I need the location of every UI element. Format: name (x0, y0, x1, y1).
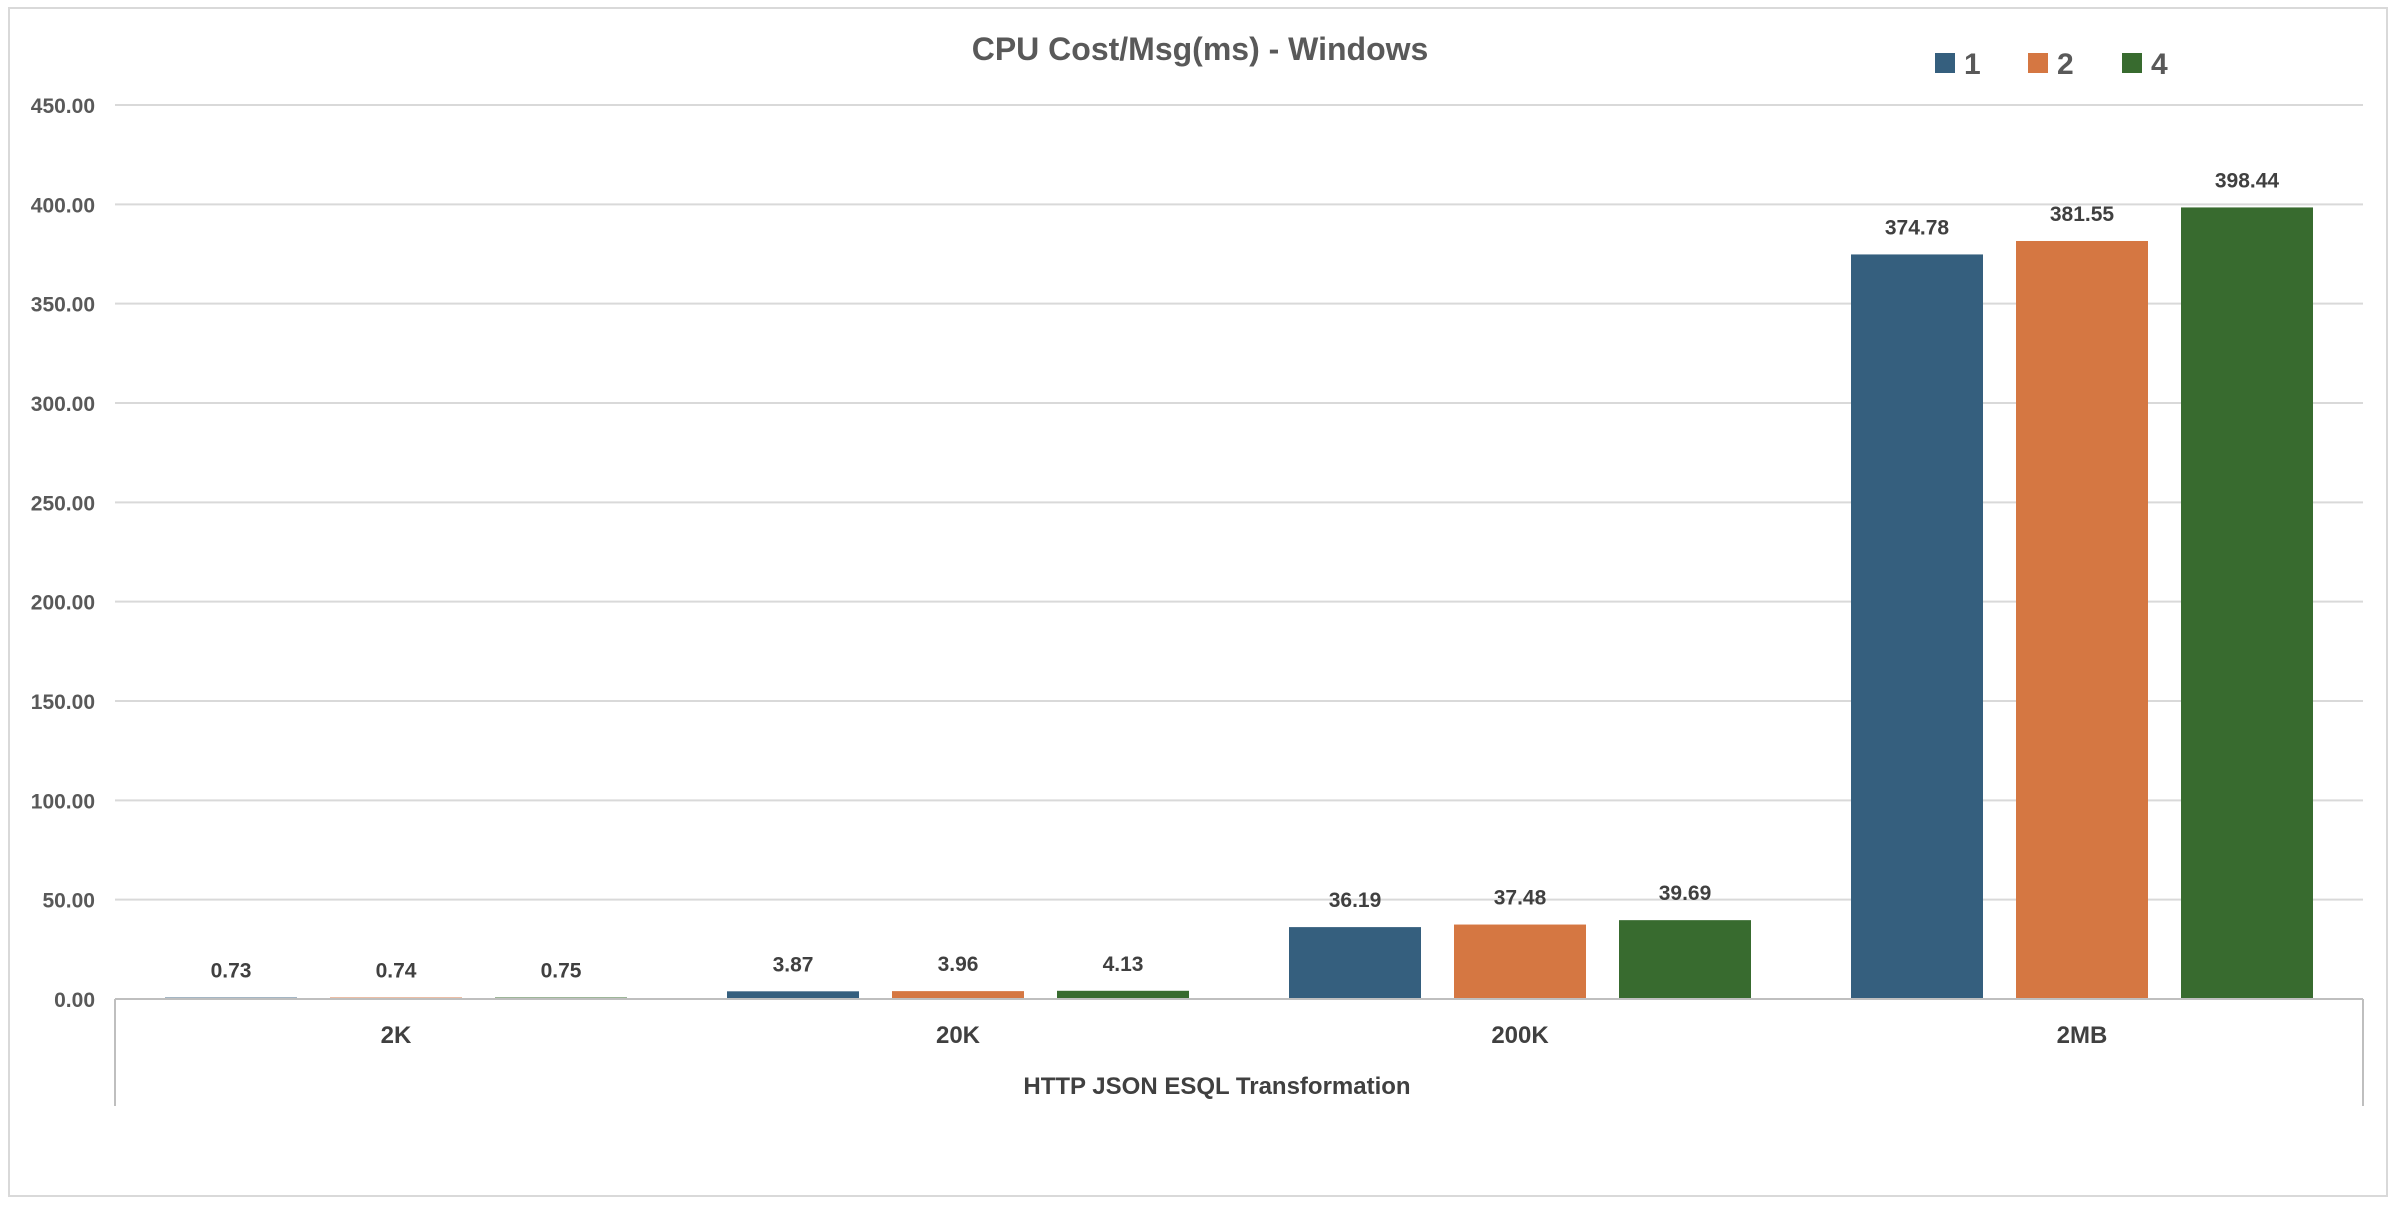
x-tick-label: 20K (936, 1022, 981, 1049)
bar-1-20K (727, 991, 859, 999)
y-tick-label: 50.00 (42, 890, 95, 913)
x-tick-label: 200K (1491, 1022, 1549, 1049)
y-axis: 0.00 50.00 100.00 150.00 200.00 250.00 300.00 3… (31, 95, 95, 1012)
bar-2-200K (1454, 924, 1586, 999)
y-tick-label: 250.00 (31, 492, 95, 515)
y-tick-label: 200.00 (31, 592, 95, 615)
bar-1-200K (1289, 927, 1421, 999)
chart-title: CPU Cost/Msg(ms) - Windows (972, 31, 1429, 67)
y-tick-label: 350.00 (31, 294, 95, 317)
legend-label-4: 4 (2151, 48, 2168, 81)
bar-1-2MB (1851, 254, 1983, 999)
y-tick-label: 400.00 (31, 194, 95, 217)
bars (165, 207, 2313, 1000)
y-tick-label: 150.00 (31, 691, 95, 714)
legend-swatch-1 (1935, 53, 1955, 73)
data-label: 381.55 (2050, 203, 2115, 226)
x-axis-title: HTTP JSON ESQL Transformation (1023, 1073, 1410, 1100)
legend-label-2: 2 (2057, 48, 2074, 81)
legend: 1 2 4 (1935, 48, 2168, 81)
data-labels: 0.73 0.74 0.75 3.87 3.96 4.13 36.19 37.48 39.69 3… (211, 169, 2280, 982)
data-label: 0.75 (541, 960, 582, 983)
bar-4-200K (1619, 920, 1751, 999)
data-label: 0.74 (376, 960, 417, 983)
y-tick-label: 0.00 (54, 989, 95, 1012)
x-tick-label: 2K (381, 1022, 412, 1049)
data-label: 398.44 (2215, 169, 2280, 192)
data-label: 374.78 (1885, 216, 1950, 239)
y-tick-label: 450.00 (31, 95, 95, 118)
data-label: 37.48 (1494, 887, 1547, 910)
data-label: 39.69 (1659, 882, 1712, 905)
data-label: 0.73 (211, 960, 252, 983)
y-tick-label: 100.00 (31, 790, 95, 813)
data-label: 3.87 (773, 953, 814, 976)
bar-2-2MB (2016, 240, 2148, 1000)
bar-4-20K (1057, 990, 1189, 999)
y-tick-label: 300.00 (31, 393, 95, 416)
legend-label-1: 1 (1964, 48, 1981, 81)
legend-swatch-2 (2028, 53, 2048, 73)
data-label: 36.19 (1329, 889, 1382, 912)
chart-frame (8, 7, 2388, 1197)
x-tick-label: 2MB (2057, 1022, 2108, 1049)
data-label: 3.96 (938, 953, 979, 976)
x-axis: 2K 20K 200K 2MB (114, 998, 2364, 1106)
data-label: 4.13 (1103, 953, 1144, 976)
bar-2-20K (892, 991, 1024, 999)
bar-4-2MB (2181, 207, 2313, 999)
legend-swatch-4 (2122, 53, 2142, 73)
